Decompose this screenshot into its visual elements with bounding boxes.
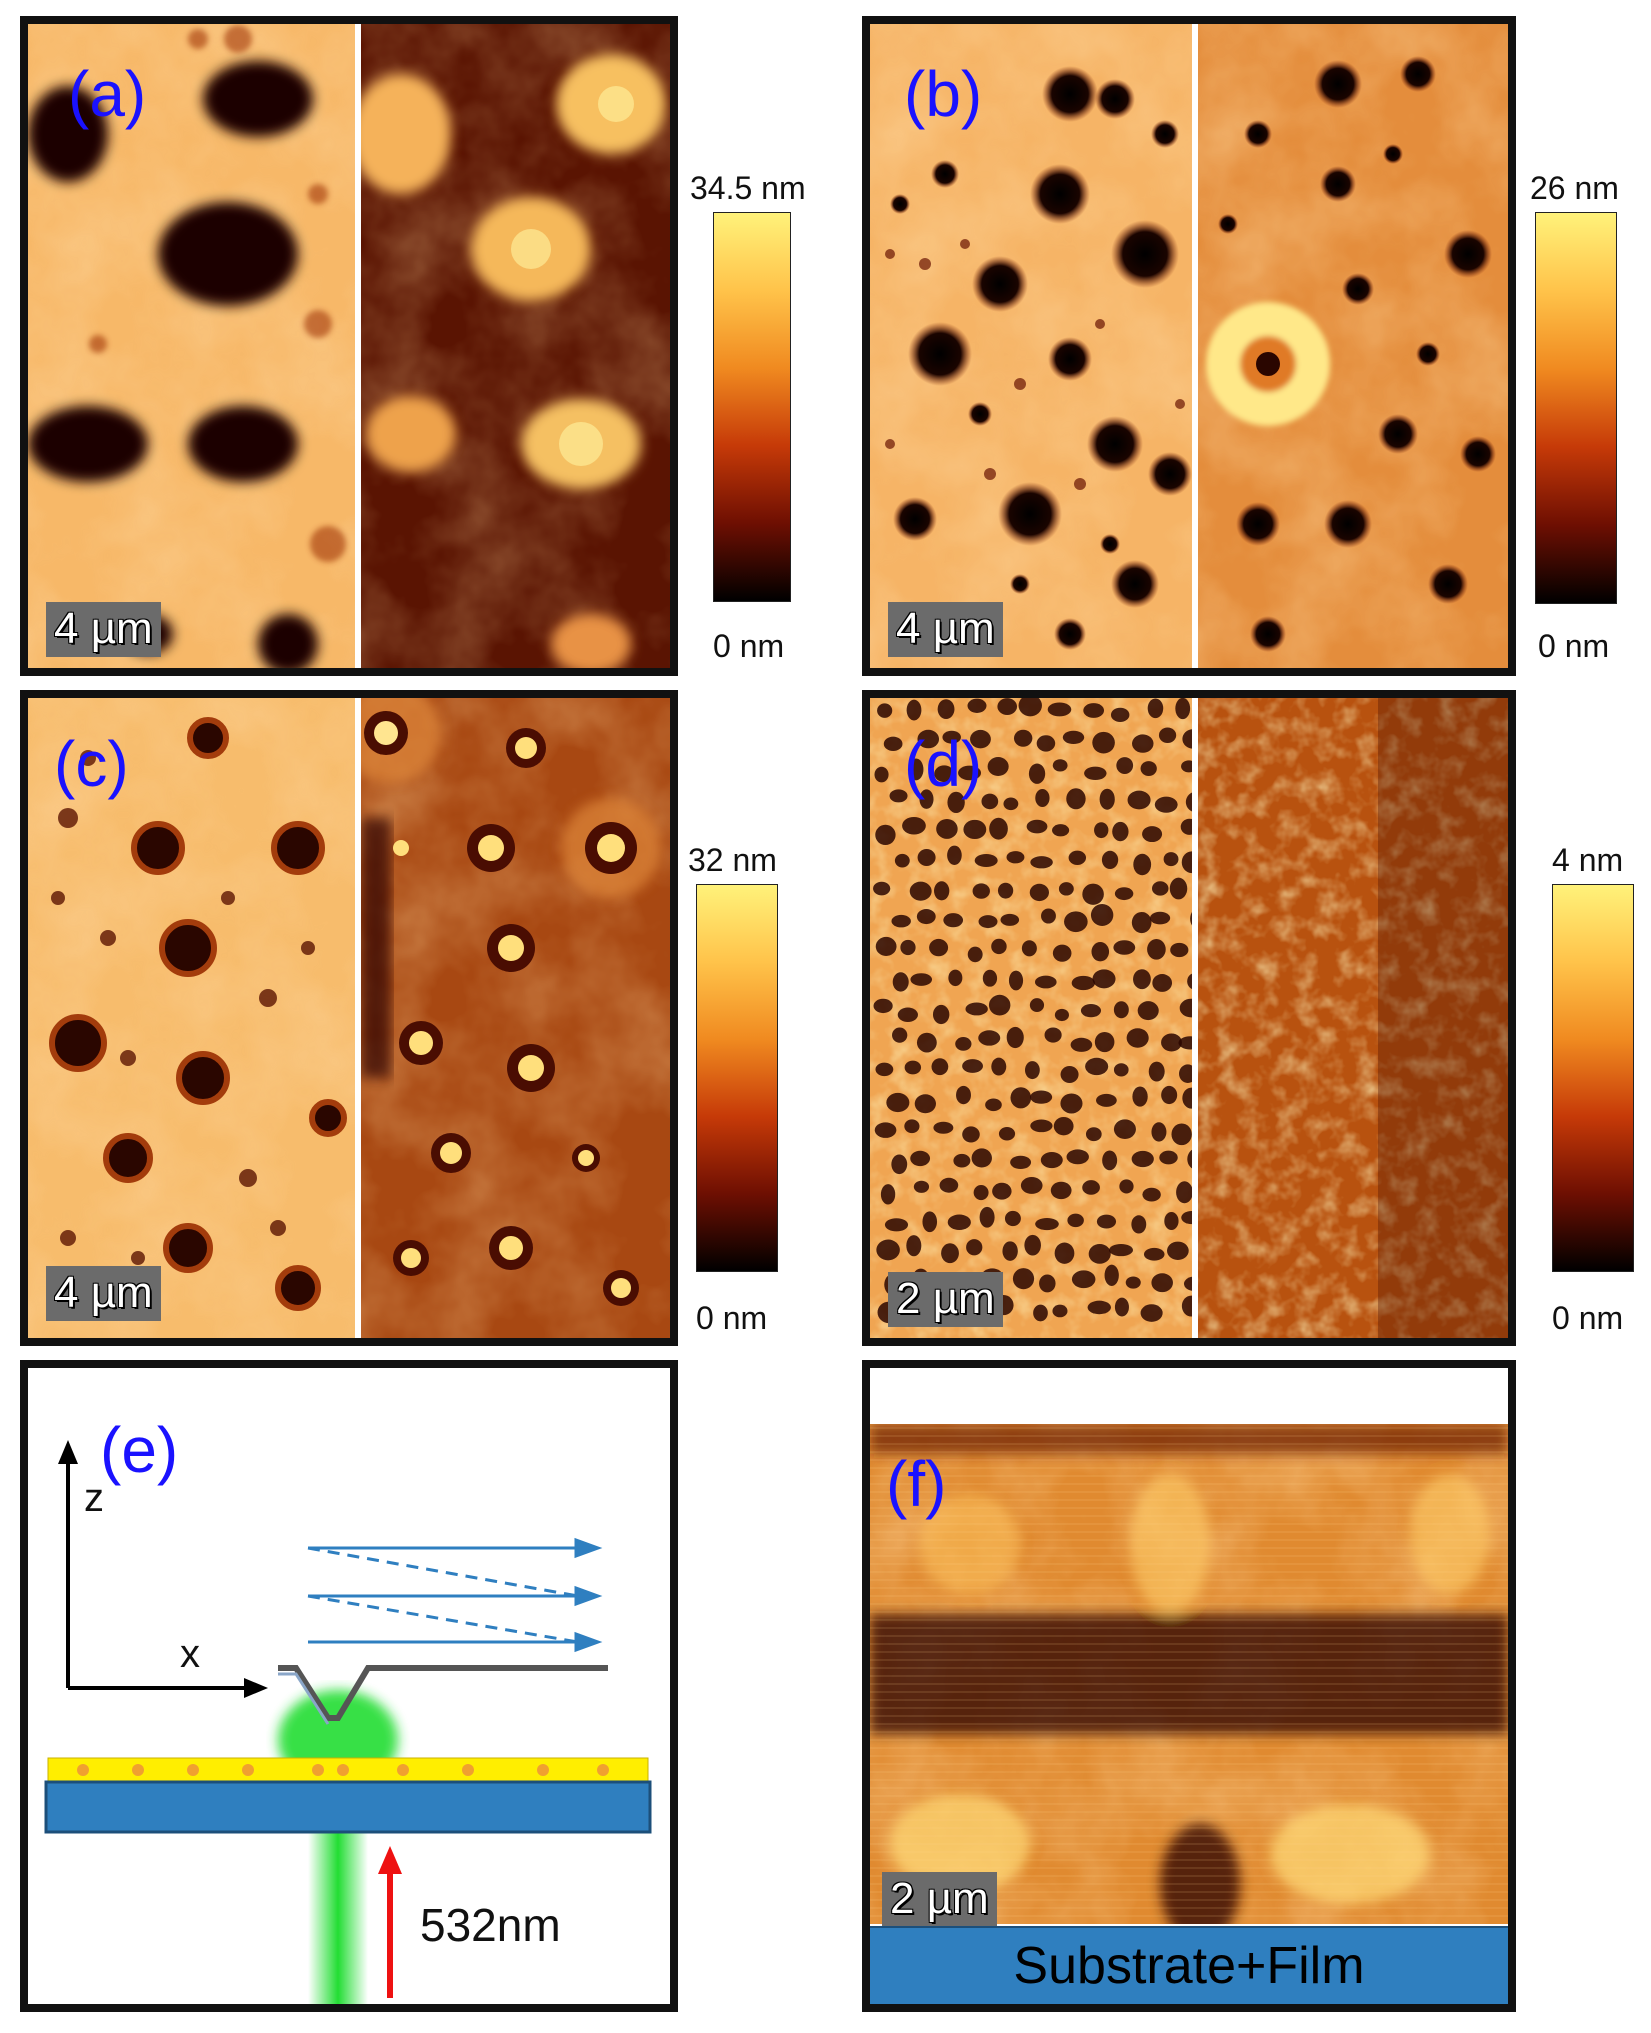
panel-f-depth-map — [870, 1424, 1508, 1924]
panel-d-phase — [1198, 698, 1508, 1338]
panel-f: (f) 2 µm Substrate+Film — [862, 1360, 1516, 2012]
panel-c-phase — [361, 698, 670, 1338]
panel-d-colorbar — [1552, 884, 1634, 1272]
panel-e-label: (e) — [100, 1414, 179, 1486]
laser-wavelength-label: 532nm — [420, 1899, 561, 1951]
panel-b-phase — [1198, 24, 1508, 668]
panel-d-colorbar-max: 4 nm — [1552, 842, 1624, 878]
panel-b-divider — [1192, 24, 1198, 668]
x-axis-label: x — [180, 1632, 200, 1676]
panel-b-colorbar-max: 26 nm — [1530, 170, 1619, 206]
panel-b-colorbar — [1535, 212, 1617, 604]
panel-a: (a) 4 µm — [20, 16, 678, 676]
panel-c-colorbar-max: 32 nm — [688, 842, 777, 878]
panel-b-colorbar-min: 0 nm — [1538, 628, 1610, 664]
substrate-film-label: Substrate+Film — [1013, 1937, 1365, 1995]
panel-d: (d) 2 µm — [862, 690, 1516, 1346]
panel-b-scale-bar: 4 µm — [888, 602, 1003, 657]
panel-c-colorbar — [696, 884, 778, 1272]
laser-beam — [308, 1808, 368, 2004]
z-arrow-icon — [58, 1440, 78, 1464]
panel-f-label: (f) — [886, 1448, 947, 1520]
panel-a-scale-bar: 4 µm — [46, 602, 161, 657]
substrate-film-bar: Substrate+Film — [870, 1926, 1508, 2004]
panel-f-scale-bar: 2 µm — [882, 1872, 997, 1927]
panel-b-label: (b) — [904, 58, 983, 130]
panel-a-phase — [361, 24, 670, 668]
afm-tip-cantilever — [278, 1665, 608, 1721]
x-arrow-icon — [244, 1678, 268, 1698]
panel-a-divider — [355, 24, 361, 668]
substrate-layer — [44, 1780, 652, 1834]
panel-c-divider — [355, 698, 361, 1338]
z-axis-label: z — [84, 1476, 104, 1520]
panel-a-colorbar-max: 34.5 nm — [690, 170, 806, 206]
panel-d-topography — [870, 698, 1192, 1338]
panel-e: (e) z x 532nm — [20, 1360, 678, 2012]
panel-c: (c) 4 µm — [20, 690, 678, 1346]
scan-path-arrows — [307, 1537, 603, 1653]
panel-d-label: (d) — [904, 728, 983, 800]
panel-a-topography — [28, 24, 355, 668]
panel-d-divider — [1192, 698, 1198, 1338]
panel-b-topography — [870, 24, 1192, 668]
panel-a-label: (a) — [68, 58, 147, 130]
panel-c-colorbar-min: 0 nm — [696, 1300, 768, 1336]
panel-a-colorbar — [713, 212, 791, 602]
panel-c-scale-bar: 4 µm — [46, 1266, 161, 1321]
panel-c-label: (c) — [54, 728, 129, 800]
panel-a-colorbar-min: 0 nm — [713, 628, 785, 664]
panel-d-colorbar-min: 0 nm — [1552, 1300, 1624, 1336]
panel-c-topography — [28, 698, 355, 1338]
panel-e-schematic — [44, 1440, 652, 2004]
panel-d-scale-bar: 2 µm — [888, 1272, 1003, 1327]
panel-b: (b) 4 µm — [862, 16, 1516, 676]
